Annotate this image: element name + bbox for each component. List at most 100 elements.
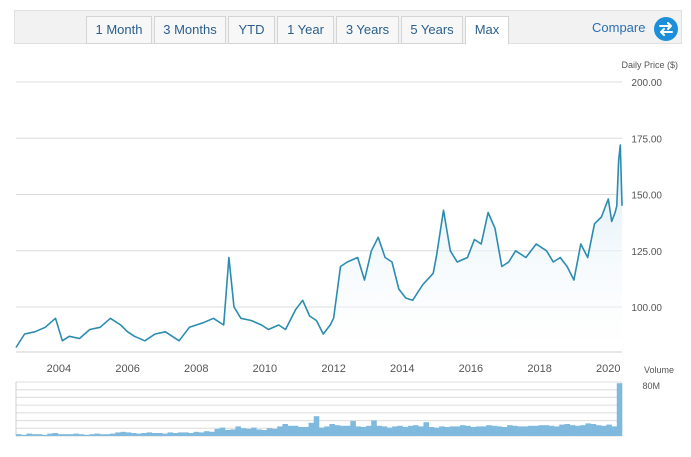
volume-bar (230, 429, 236, 436)
volume-bar (21, 434, 27, 436)
volume-bar (89, 434, 95, 436)
tab-max[interactable]: Max (465, 16, 509, 45)
volume-bar (350, 421, 356, 436)
volume-bar (371, 420, 377, 436)
volume-bar (590, 424, 597, 436)
volume-bar (99, 434, 106, 436)
x-tick-label: 2006 (115, 363, 139, 375)
volume-bar (470, 427, 477, 436)
volume-bar (115, 432, 121, 436)
x-tick-label: 2020 (596, 363, 620, 375)
tab-3-years[interactable]: 3 Years (336, 16, 399, 44)
volume-bar (110, 433, 116, 436)
volume-bar (319, 427, 325, 436)
volume-bar (204, 431, 210, 436)
volume-bar (465, 425, 471, 436)
volume-bar (271, 428, 278, 436)
volume-bar (214, 428, 221, 436)
volume-bar (486, 425, 492, 436)
price-tick-label: 150.00 (631, 191, 662, 202)
volume-bar (345, 425, 351, 436)
volume-bar (31, 434, 38, 436)
volume-bar (141, 433, 147, 436)
volume-bar (334, 425, 341, 436)
volume-bar (491, 425, 497, 436)
volume-bar (480, 426, 487, 436)
tab-5-years[interactable]: 5 Years (401, 16, 463, 44)
volume-bar (73, 433, 79, 436)
volume-bar (63, 434, 69, 436)
volume-bar (42, 434, 48, 436)
volume-bar (68, 434, 74, 436)
volume-bar (444, 427, 450, 436)
volume-bar (454, 426, 461, 436)
compare-button[interactable] (654, 17, 678, 41)
volume-bar (559, 424, 565, 436)
volume-bar (36, 434, 43, 436)
volume-bar (151, 433, 158, 436)
volume-bar (392, 426, 398, 436)
swap-arrows-icon (659, 22, 673, 36)
volume-bar (183, 432, 189, 436)
volume-bar (501, 427, 508, 436)
tab-1-year[interactable]: 1 Year (277, 16, 334, 44)
x-tick-label: 2018 (527, 363, 551, 375)
volume-bar (83, 434, 90, 436)
volume-bar (193, 431, 200, 436)
volume-bar (517, 426, 524, 436)
x-tick-label: 2010 (253, 363, 277, 375)
x-tick-label: 2008 (184, 363, 208, 375)
volume-bar (381, 426, 388, 436)
volume-bar (298, 427, 304, 436)
volume-bar (303, 427, 309, 436)
x-tick-label: 2004 (47, 363, 71, 375)
volume-bar (366, 425, 372, 436)
volume-bar (439, 426, 445, 436)
volume-bar (162, 433, 168, 436)
volume-bar (585, 423, 591, 436)
volume-bar (433, 427, 440, 436)
volume-bar (104, 434, 111, 436)
tab-3-months[interactable]: 3 Months (154, 16, 226, 44)
volume-bar (522, 426, 529, 436)
volume-bar (548, 425, 555, 436)
volume-bar (167, 432, 174, 436)
volume-bar (287, 425, 294, 436)
volume-bar (475, 426, 482, 436)
price-series-line (15, 144, 623, 348)
tab-1-month[interactable]: 1 Month (86, 16, 152, 44)
volume-bar (402, 427, 409, 436)
volume-bar (407, 425, 414, 436)
price-tick-label: 100.00 (631, 303, 662, 314)
tab-ytd[interactable]: YTD (228, 16, 275, 44)
volume-bar (606, 424, 612, 436)
volume-bar (261, 430, 268, 436)
volume-bar (172, 433, 179, 436)
volume-bar (240, 428, 247, 436)
volume-bar (360, 427, 367, 436)
volume-bar (574, 425, 581, 436)
volume-bar (313, 416, 320, 436)
volume-bar (423, 422, 429, 436)
volume-bar (245, 428, 252, 436)
volume-bar (277, 426, 283, 436)
volume-bar (418, 426, 424, 436)
volume-bar (428, 427, 435, 436)
volume-bar (376, 425, 382, 436)
volume-bar (460, 425, 466, 436)
volume-bar (251, 427, 257, 436)
volume-bar (120, 431, 126, 436)
volume-bar (507, 425, 513, 436)
volume-bar (324, 426, 330, 436)
volume-bar (26, 433, 32, 436)
volume-bar (198, 432, 205, 436)
volume-bar (611, 426, 618, 436)
volume-bar (224, 430, 231, 436)
volume-bar (554, 426, 560, 436)
volume-bar (188, 433, 194, 436)
compare-link[interactable]: Compare (592, 20, 646, 35)
volume-bar (282, 424, 288, 436)
volume-bar (601, 425, 607, 436)
volume-bar (496, 426, 503, 436)
